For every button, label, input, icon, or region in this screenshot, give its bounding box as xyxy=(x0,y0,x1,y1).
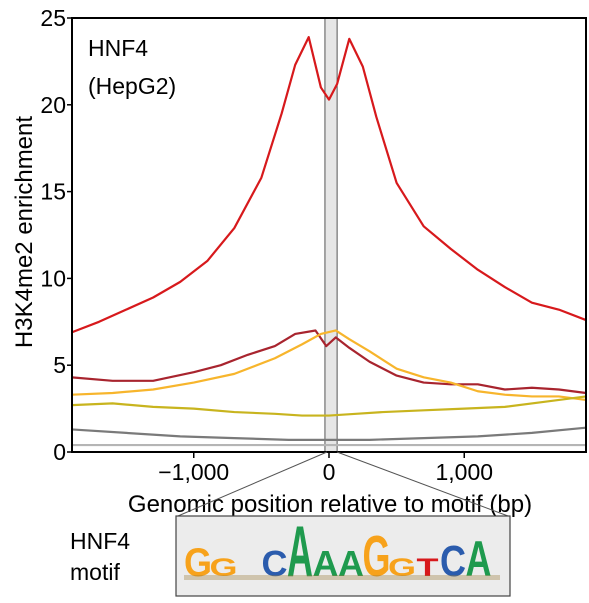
y-tick-label: 25 xyxy=(40,5,66,31)
series-line-3 xyxy=(71,329,587,402)
x-tick-label: 0 xyxy=(323,459,336,485)
series-line-2 xyxy=(71,329,587,395)
motif-letter: A xyxy=(287,511,313,592)
motif-letter: G xyxy=(184,541,212,585)
y-tick-label: 15 xyxy=(40,179,66,205)
x-axis-label: Genomic position relative to motif (bp) xyxy=(128,491,532,518)
chart-annotation-line-2: (HepG2) xyxy=(88,73,176,99)
x-tick-label: −1,000 xyxy=(158,459,229,485)
motif-letter: C xyxy=(440,538,466,586)
motif-connector-right xyxy=(336,451,509,517)
motif-minor-letters xyxy=(184,575,500,580)
series-line-1 xyxy=(71,35,587,334)
motif-band xyxy=(324,17,338,453)
motif-letter: A xyxy=(313,543,339,584)
motif-letter: G xyxy=(209,553,237,581)
series-layer xyxy=(71,35,587,447)
y-tick-label: 0 xyxy=(53,439,66,465)
motif-logo: GG C A A AGG T C A xyxy=(184,511,500,592)
motif-letter: G xyxy=(388,553,416,581)
motif-letter: T xyxy=(417,553,439,581)
y-tick-label: 5 xyxy=(53,352,66,378)
x-tick-label: 1,000 xyxy=(435,459,493,485)
series-line-5 xyxy=(71,426,587,441)
motif-label-line-2: motif xyxy=(70,559,120,585)
y-tick-label: 20 xyxy=(40,92,66,118)
y-tick-label: 10 xyxy=(40,265,66,291)
motif-letter: A xyxy=(466,531,492,587)
motif-connector-left xyxy=(177,451,328,517)
y-axis-label: H3K4me2 enrichment xyxy=(11,116,38,348)
motif-letter: C xyxy=(262,543,288,584)
chart-annotation-line-1: HNF4 xyxy=(88,35,148,61)
axes-layer: 0 5 10 15 20 25 −1,000 0 1,000 xyxy=(40,5,493,485)
motif-logo-box xyxy=(175,515,511,597)
motif-letter: G xyxy=(362,526,390,590)
motif-label-line-1: HNF4 xyxy=(70,528,130,554)
motif-letter: A xyxy=(338,543,364,584)
series-line-4 xyxy=(71,395,587,417)
